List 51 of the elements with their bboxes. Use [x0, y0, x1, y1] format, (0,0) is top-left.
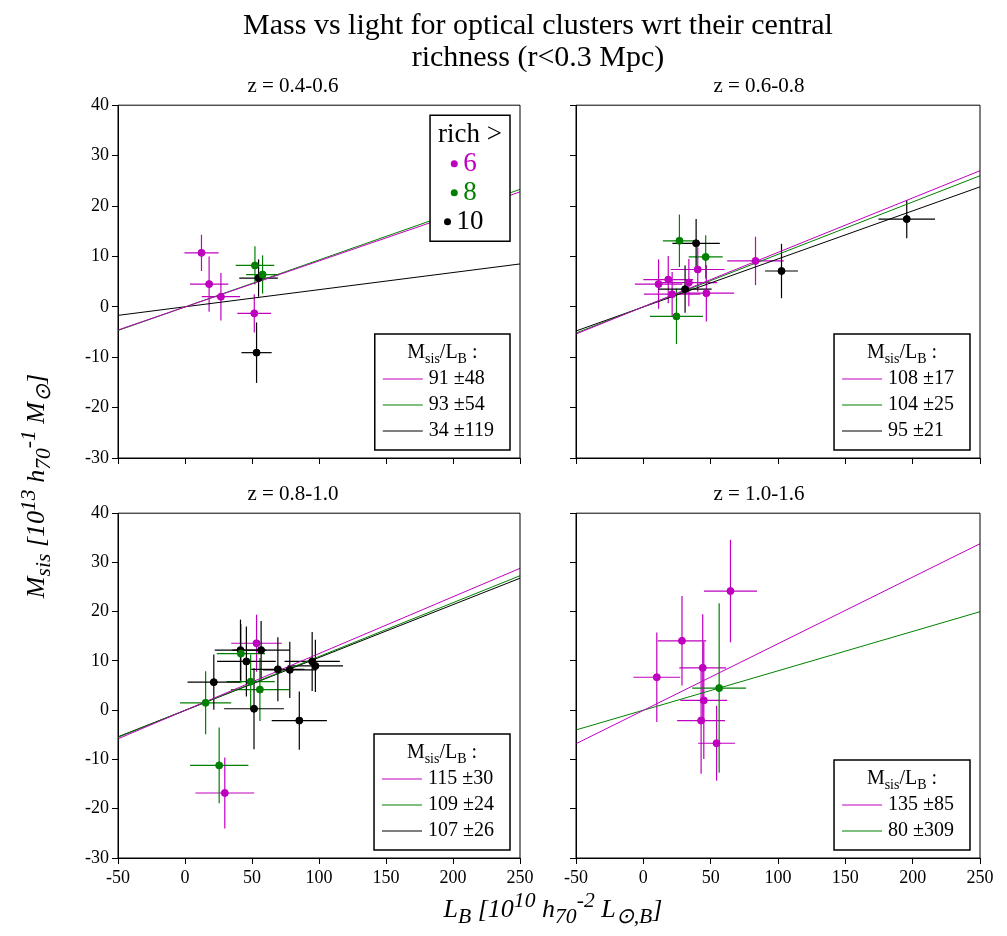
- y-tick-label: 40: [91, 501, 109, 522]
- y-tick-label: 10: [91, 245, 109, 266]
- x-tick-label: 100: [764, 866, 792, 887]
- y-tick-label: -20: [85, 396, 109, 417]
- x-tick-label: 250: [966, 866, 994, 887]
- y-tick-label: -30: [85, 446, 109, 467]
- legend-label: 109 ±24: [428, 792, 495, 815]
- chart-subtitle: z = 1.0-1.6: [713, 481, 805, 506]
- y-tick-label: 10: [91, 649, 109, 670]
- x-tick-label: 0: [180, 866, 190, 887]
- legend-label: 95 ±21: [888, 418, 945, 441]
- legend-label: 80 ±309: [888, 818, 955, 841]
- x-tick-label: -50: [564, 866, 588, 887]
- y-tick-label: 30: [91, 551, 109, 572]
- chart-subtitle: z = 0.8-1.0: [247, 481, 339, 506]
- y-tick-label: 40: [91, 93, 109, 114]
- chart-title: Mass vs light for optical clusters wrt their central richness (r<0.3 Mpc): [242, 7, 834, 72]
- x-tick-label: 0: [638, 866, 648, 887]
- legend-label: 8: [463, 175, 477, 206]
- x-tick-label: 200: [439, 866, 467, 887]
- legend-label: 10: [456, 204, 484, 235]
- x-tick-label: 150: [372, 866, 400, 887]
- legend-label: 115 ±30: [428, 766, 494, 789]
- y-tick-label: 0: [100, 295, 109, 316]
- legend-label: 104 ±25: [888, 392, 955, 415]
- legend-label: 91 ±48: [428, 366, 485, 389]
- x-tick-label: -50: [106, 866, 130, 887]
- y-tick-label: 20: [91, 600, 109, 621]
- legend-label: 34 ±119: [428, 418, 494, 441]
- x-tick-label: 250: [506, 866, 534, 887]
- y-tick-label: 20: [91, 194, 109, 215]
- y-tick-label: 0: [100, 698, 109, 719]
- y-tick-label: -10: [85, 345, 109, 366]
- chart-subtitle: z = 0.4-0.6: [247, 73, 339, 98]
- x-tick-label: 50: [243, 866, 261, 887]
- y-tick-label: -30: [85, 846, 109, 867]
- legend-label: 6: [463, 146, 477, 177]
- chart-subtitle: z = 0.6-0.8: [713, 73, 805, 98]
- legend-label: 93 ±54: [428, 392, 485, 415]
- x-tick-label: 50: [701, 866, 720, 887]
- y-tick-label: -20: [85, 797, 109, 818]
- y-tick-label: -10: [85, 748, 109, 769]
- legend-label: 108 ±17: [888, 366, 955, 389]
- x-tick-label: 150: [831, 866, 859, 887]
- x-tick-label: 200: [899, 866, 927, 887]
- legend-label: 135 ±85: [888, 792, 955, 815]
- legend-label: 107 ±26: [428, 818, 495, 841]
- text: L$_{B}$ [10$^{10}$ h$_{70}$$^{-2}$ L$_{⊙,B}$]: [443, 888, 663, 928]
- x-tick-label: 100: [305, 866, 333, 887]
- annotation: rich >: [438, 117, 503, 148]
- y-tick-label: 30: [91, 144, 109, 165]
